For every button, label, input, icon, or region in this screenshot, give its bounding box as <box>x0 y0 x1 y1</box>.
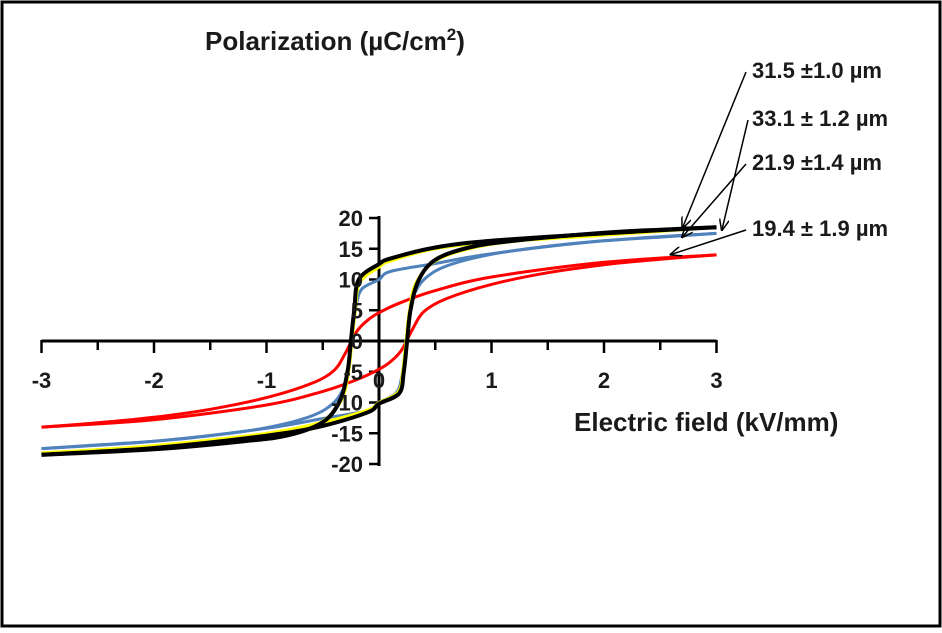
x-tick-label: -2 <box>144 368 164 393</box>
x-tick-label: 1 <box>485 368 497 393</box>
annotation-label-2: 33.1 ± 1.2 µm <box>752 106 888 131</box>
y-tick-label: 10 <box>339 268 363 293</box>
annotation-arrow-1 <box>683 71 747 227</box>
annotation-label-1: 31.5 ±1.0 µm <box>752 58 882 83</box>
x-tick-label: 2 <box>598 368 610 393</box>
annotation-arrow-3 <box>683 163 747 236</box>
series-4-loop <box>41 225 717 457</box>
y-tick-label: 15 <box>339 237 363 262</box>
y-tick-label: -15 <box>331 421 363 446</box>
x-tick-label: 0 <box>373 368 385 393</box>
y-tick-label: -10 <box>331 391 363 416</box>
y-tick-label: -20 <box>331 452 363 477</box>
annotation-arrow-4 <box>672 229 747 254</box>
y-tick-label: 0 <box>351 329 363 354</box>
annotation-label-3: 21.9 ±1.4 µm <box>752 150 882 175</box>
series-1-descending-branch <box>41 253 717 429</box>
x-tick-label: -1 <box>257 368 277 393</box>
y-tick-label: 5 <box>351 298 363 323</box>
series-4-descending-branch <box>41 225 717 457</box>
series-1-loop <box>41 253 717 429</box>
axes <box>40 216 718 466</box>
y-tick-label: -5 <box>343 360 363 385</box>
annotation-label-4: 19.4 ± 1.9 µm <box>752 216 888 241</box>
x-tick-label: 3 <box>710 368 722 393</box>
y-axis-title: Polarization (µC/cm2) <box>205 25 465 56</box>
x-axis-title: Electric field (kV/mm) <box>574 407 838 437</box>
y-tick-label: 20 <box>339 206 363 231</box>
hysteresis-curves <box>41 225 717 457</box>
annotation-arrow-2 <box>722 119 749 229</box>
x-tick-label: -3 <box>32 368 52 393</box>
series-1-ascending-branch <box>41 253 717 429</box>
annotations: 31.5 ±1.0 µm 33.1 ± 1.2 µm 21.9 ±1.4 µm 19.… <box>672 58 888 254</box>
